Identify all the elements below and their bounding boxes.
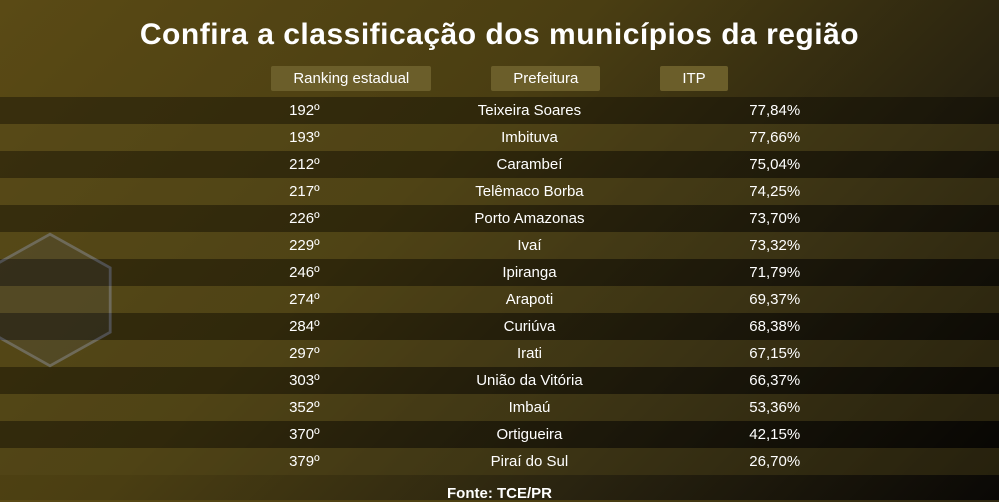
cell-prefeitura: Irati <box>380 345 680 362</box>
cell-rank: 352º <box>0 399 380 416</box>
col-prefeitura: Prefeitura <box>491 66 600 91</box>
cell-rank: 193º <box>0 129 380 146</box>
cell-itp: 67,15% <box>679 345 999 362</box>
table-row: 212ºCarambeí75,04% <box>0 151 999 178</box>
cell-rank: 297º <box>0 345 380 362</box>
table-row: 217ºTelêmaco Borba74,25% <box>0 178 999 205</box>
cell-itp: 42,15% <box>679 426 999 443</box>
cell-prefeitura: Arapoti <box>380 291 680 308</box>
cell-itp: 77,66% <box>679 129 999 146</box>
cell-prefeitura: Curiúva <box>380 318 680 335</box>
cell-itp: 26,70% <box>679 453 999 470</box>
cell-itp: 71,79% <box>679 264 999 281</box>
cell-itp: 75,04% <box>679 156 999 173</box>
col-rank: Ranking estadual <box>271 66 431 91</box>
cell-prefeitura: União da Vitória <box>380 372 680 389</box>
cell-rank: 246º <box>0 264 380 281</box>
cell-rank: 274º <box>0 291 380 308</box>
cell-rank: 212º <box>0 156 380 173</box>
table-row: 297ºIrati67,15% <box>0 340 999 367</box>
table-row: 229ºIvaí73,32% <box>0 232 999 259</box>
cell-prefeitura: Ortigueira <box>380 426 680 443</box>
table-row: 193ºImbituva77,66% <box>0 124 999 151</box>
table-row: 284ºCuriúva68,38% <box>0 313 999 340</box>
cell-prefeitura: Teixeira Soares <box>380 102 680 119</box>
cell-itp: 77,84% <box>679 102 999 119</box>
cell-rank: 226º <box>0 210 380 227</box>
cell-rank: 370º <box>0 426 380 443</box>
table-row: 303ºUnião da Vitória66,37% <box>0 367 999 394</box>
cell-prefeitura: Carambeí <box>380 156 680 173</box>
table-row: 226ºPorto Amazonas73,70% <box>0 205 999 232</box>
cell-itp: 73,70% <box>679 210 999 227</box>
cell-itp: 73,32% <box>679 237 999 254</box>
cell-prefeitura: Ivaí <box>380 237 680 254</box>
cell-prefeitura: Imbituva <box>380 129 680 146</box>
cell-itp: 68,38% <box>679 318 999 335</box>
cell-rank: 229º <box>0 237 380 254</box>
cell-itp: 66,37% <box>679 372 999 389</box>
cell-prefeitura: Imbaú <box>380 399 680 416</box>
cell-rank: 192º <box>0 102 380 119</box>
table-row: 370ºOrtigueira42,15% <box>0 421 999 448</box>
page-title: Confira a classificação dos municípios d… <box>0 18 999 52</box>
ranking-table: Ranking estadual Prefeitura ITP 192ºTeix… <box>0 66 999 475</box>
table-row: 192ºTeixeira Soares77,84% <box>0 97 999 124</box>
cell-prefeitura: Telêmaco Borba <box>380 183 680 200</box>
cell-rank: 379º <box>0 453 380 470</box>
cell-itp: 74,25% <box>679 183 999 200</box>
cell-itp: 53,36% <box>679 399 999 416</box>
table-row: 246ºIpiranga71,79% <box>0 259 999 286</box>
cell-prefeitura: Ipiranga <box>380 264 680 281</box>
col-itp: ITP <box>660 66 727 91</box>
cell-rank: 303º <box>0 372 380 389</box>
cell-rank: 284º <box>0 318 380 335</box>
table-row: 379ºPiraí do Sul26,70% <box>0 448 999 475</box>
cell-rank: 217º <box>0 183 380 200</box>
table-row: 274ºArapoti69,37% <box>0 286 999 313</box>
table-header: Ranking estadual Prefeitura ITP <box>0 66 999 91</box>
cell-prefeitura: Porto Amazonas <box>380 210 680 227</box>
source-label: Fonte: TCE/PR <box>0 485 999 502</box>
cell-itp: 69,37% <box>679 291 999 308</box>
table-row: 352ºImbaú53,36% <box>0 394 999 421</box>
cell-prefeitura: Piraí do Sul <box>380 453 680 470</box>
